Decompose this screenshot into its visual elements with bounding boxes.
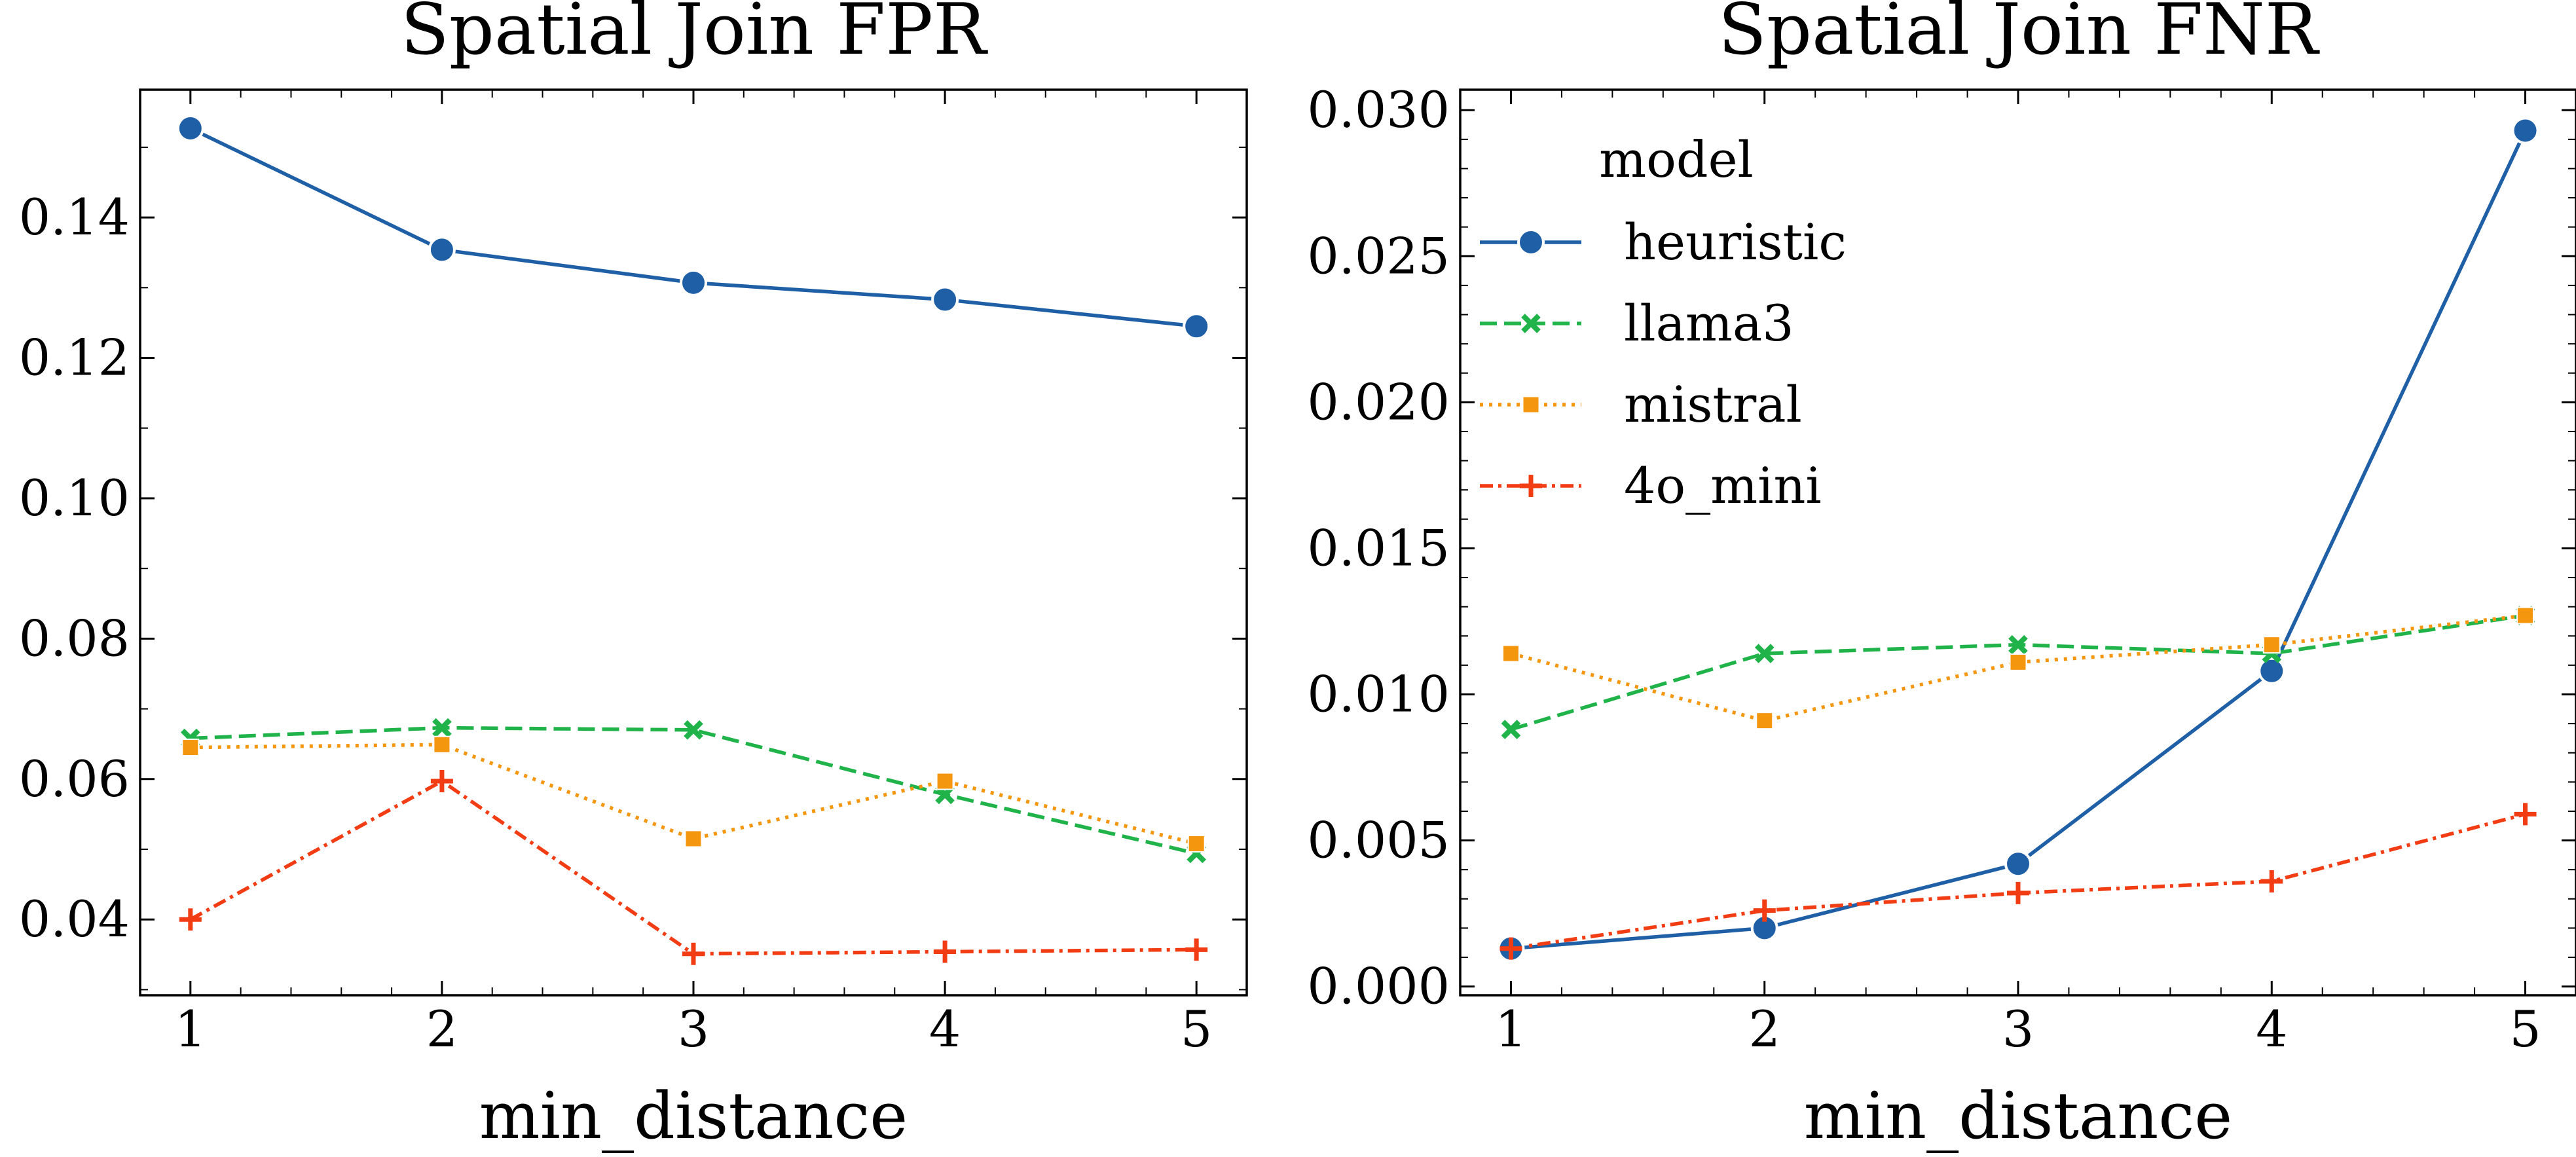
legend-marker-llama3 <box>1521 314 1541 333</box>
x-tick-label: 4 <box>929 1000 961 1058</box>
y-tick-label: 0.015 <box>1307 519 1450 577</box>
chart-fpr: Spatial Join FPR min_distance 1 2 3 4 5 0.04 0.0… <box>19 0 1248 1154</box>
chart-title: Spatial Join FPR <box>401 0 988 71</box>
series-line-llama3 <box>190 725 1197 856</box>
legend-title: model <box>1599 130 1754 189</box>
x-tick-label: 1 <box>1495 1000 1526 1058</box>
data-point-4o_mini <box>430 770 453 793</box>
x-tick-label: 5 <box>1181 1000 1212 1058</box>
data-point-4o_mini <box>2514 803 2537 826</box>
data-point-mistral <box>1756 712 1774 730</box>
legend-marker-4o_mini <box>1520 475 1542 497</box>
y-tick-label: 0.000 <box>1307 957 1450 1016</box>
x-tick-label: 3 <box>2002 1000 2034 1058</box>
x-axis-label: min_distance <box>1804 1079 2233 1154</box>
data-point-heuristic <box>1183 312 1211 340</box>
y-tick-label: 0.04 <box>19 890 130 948</box>
data-point-mistral <box>2009 653 2027 671</box>
data-point-mistral <box>2262 636 2281 654</box>
data-point-heuristic <box>428 236 456 264</box>
y-tick-label: 0.005 <box>1307 811 1450 870</box>
data-point-mistral <box>1501 644 1520 663</box>
x-tick-label: 5 <box>2509 1000 2541 1058</box>
data-point-heuristic <box>931 285 959 314</box>
x-tick-label: 4 <box>2256 1000 2287 1058</box>
legend: model heuristic llama3 mistral 4o_mini <box>1480 130 1847 515</box>
data-point-llama3 <box>684 720 703 740</box>
y-tick-label: 0.10 <box>19 469 130 527</box>
plot-area <box>176 114 1211 965</box>
data-point-mistral <box>2516 606 2535 625</box>
data-point-4o_mini <box>682 942 705 965</box>
y-tick-label: 0.06 <box>19 750 130 808</box>
data-point-4o_mini <box>1185 938 1208 961</box>
x-tick-label: 2 <box>1749 1000 1780 1058</box>
data-point-mistral <box>684 830 703 848</box>
data-point-4o_mini <box>2007 881 2029 904</box>
data-point-mistral <box>936 772 954 790</box>
series-line-heuristic <box>189 126 1197 329</box>
data-point-heuristic <box>680 268 707 297</box>
x-tick-label: 1 <box>175 1000 206 1058</box>
x-axis-label: min_distance <box>479 1079 908 1154</box>
y-tick-label: 0.08 <box>19 609 130 667</box>
data-point-4o_mini <box>2260 870 2283 893</box>
legend-marker-mistral <box>1522 395 1540 414</box>
chart-fnr: Spatial Join FNR min_distance 1 2 3 4 5 0.000 0.… <box>1307 0 2576 1154</box>
legend-label-llama3: llama3 <box>1624 294 1794 352</box>
data-point-heuristic <box>2511 117 2539 145</box>
y-tick-label: 0.025 <box>1307 227 1450 285</box>
data-point-heuristic <box>2258 657 2286 685</box>
data-point-4o_mini <box>1500 937 1522 960</box>
axes-frame <box>139 88 1248 997</box>
data-point-mistral <box>433 735 451 754</box>
data-point-llama3 <box>2008 634 2028 655</box>
y-tick-label: 0.14 <box>19 188 130 246</box>
axes-frame <box>1459 88 2576 997</box>
data-point-4o_mini <box>934 940 957 963</box>
data-point-llama3 <box>1501 720 1521 739</box>
data-point-mistral <box>181 739 200 757</box>
data-point-4o_mini <box>1753 899 1776 922</box>
x-tick-label: 3 <box>678 1000 709 1058</box>
data-point-llama3 <box>1754 644 1775 663</box>
data-point-llama3 <box>432 718 452 738</box>
data-point-heuristic <box>2004 850 2032 878</box>
data-point-mistral <box>1187 834 1205 853</box>
y-tick-label: 0.010 <box>1307 665 1450 723</box>
x-tick-label: 2 <box>426 1000 458 1058</box>
legend-label-mistral: mistral <box>1624 375 1802 433</box>
y-tick-label: 0.030 <box>1307 81 1450 139</box>
y-tick-label: 0.12 <box>19 329 130 387</box>
legend-label-4o_mini: 4o_mini <box>1624 456 1822 515</box>
chart-title: Spatial Join FNR <box>1718 0 2320 71</box>
legend-label-heuristic: heuristic <box>1624 213 1847 271</box>
plot-area <box>1497 117 2539 963</box>
data-point-heuristic <box>176 114 204 142</box>
y-tick-label: 0.020 <box>1307 373 1450 431</box>
series-line-llama3 <box>1510 614 2526 731</box>
series-line-mistral <box>190 743 1197 846</box>
legend-marker-heuristic <box>1517 229 1545 256</box>
series-line-4o_mini <box>1511 812 2526 951</box>
data-point-4o_mini <box>179 908 202 931</box>
